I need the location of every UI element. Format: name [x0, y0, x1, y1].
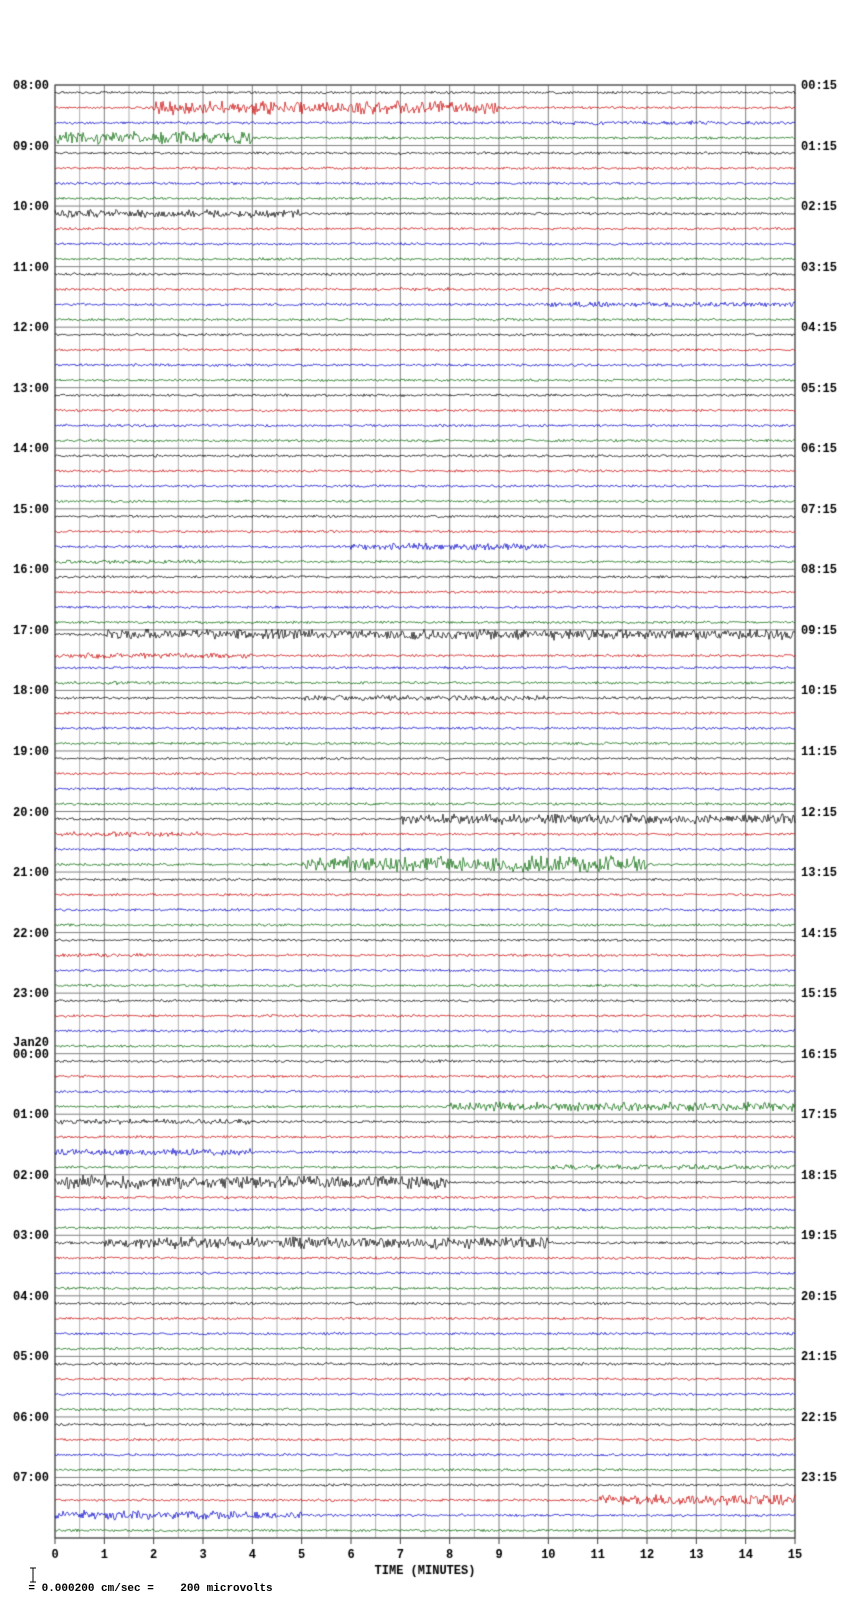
seismogram-container: OST EHZ NC (Stimpson Road ) = 0.000200 c…: [0, 0, 850, 1613]
scale-bottom-text: = 0.000200 cm/sec = 200 microvolts: [28, 1583, 272, 1595]
scale-bottom: = 0.000200 cm/sec = 200 microvolts: [2, 1555, 273, 1607]
seismogram-plot: [0, 0, 850, 1613]
